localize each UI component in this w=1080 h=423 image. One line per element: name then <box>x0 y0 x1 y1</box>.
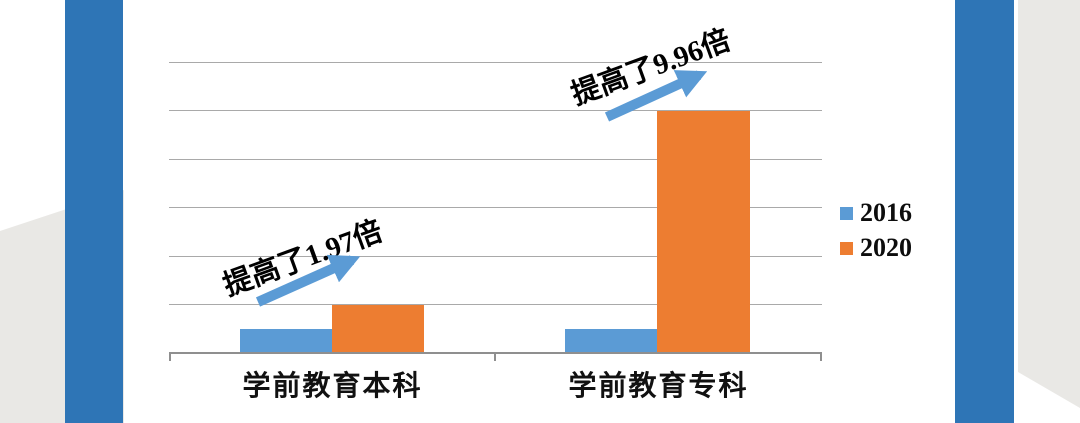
axis-tick <box>494 354 496 361</box>
gridline <box>169 62 822 63</box>
x-axis-label-preschool-bachelor: 学前教育本科 <box>242 370 423 401</box>
gridline <box>169 207 822 208</box>
gridline <box>169 159 822 160</box>
legend-label-2020: 2020 <box>860 233 912 262</box>
gridline <box>169 110 822 111</box>
axis-tick <box>820 354 822 361</box>
gridline <box>169 304 822 305</box>
bar-2016-preschool-college <box>565 328 657 353</box>
legend-item-2016: 2016 <box>840 200 912 226</box>
legend-swatch-2016 <box>840 206 853 220</box>
bar-chart-plot-area <box>169 0 822 353</box>
bar-2016-preschool-bachelor <box>240 328 332 353</box>
legend: 2016 2020 <box>840 200 912 270</box>
gridline <box>169 256 822 257</box>
bar-2020-preschool-college <box>657 111 750 353</box>
corner-shape-right <box>1018 0 1080 408</box>
legend-item-2020: 2020 <box>840 235 912 261</box>
right-accent-bar <box>955 0 1014 423</box>
axis-tick <box>169 354 171 361</box>
x-axis-line <box>169 352 822 354</box>
x-axis-label-preschool-college: 学前教育专科 <box>568 370 749 401</box>
bar-2020-preschool-bachelor <box>332 305 424 353</box>
legend-swatch-2020 <box>840 241 853 255</box>
left-accent-bar <box>65 0 123 423</box>
legend-label-2016: 2016 <box>860 198 912 227</box>
